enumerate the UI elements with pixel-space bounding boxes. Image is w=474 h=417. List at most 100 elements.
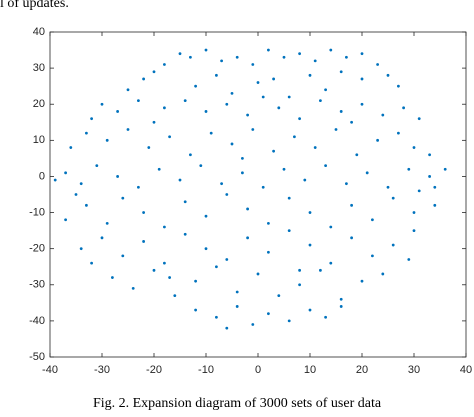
- point: [74, 193, 78, 196]
- point: [53, 178, 57, 182]
- point: [267, 312, 270, 316]
- point: [376, 63, 379, 66]
- point: [282, 55, 286, 59]
- point: [298, 52, 301, 56]
- x-tick-label: -30: [94, 364, 110, 376]
- point: [386, 185, 390, 189]
- point: [225, 193, 229, 196]
- y-tick-label: 20: [33, 98, 45, 110]
- point: [183, 200, 187, 204]
- point: [142, 240, 146, 243]
- point: [235, 55, 239, 59]
- point: [428, 153, 431, 157]
- y-tick-label: -40: [29, 315, 45, 327]
- point: [402, 106, 405, 110]
- point: [204, 247, 208, 251]
- point: [69, 146, 73, 149]
- y-tick-label: 40: [33, 26, 45, 38]
- point: [339, 305, 343, 308]
- point: [433, 185, 437, 189]
- plot-box: [49, 31, 467, 358]
- point: [64, 218, 67, 222]
- y-tick-label: -10: [29, 206, 45, 218]
- point: [246, 236, 250, 240]
- point: [355, 153, 359, 157]
- point: [345, 182, 348, 186]
- y-tick-label: -20: [29, 243, 45, 255]
- point: [105, 138, 109, 142]
- point: [313, 146, 317, 149]
- point: [261, 185, 265, 189]
- point: [324, 164, 327, 168]
- point: [376, 138, 379, 142]
- point: [381, 113, 385, 117]
- point: [142, 211, 146, 214]
- point: [95, 164, 99, 168]
- point: [194, 279, 198, 283]
- x-tick-label: -40: [42, 364, 58, 376]
- caption: Fig. 2. Expansion diagram of 3000 sets o…: [93, 396, 382, 411]
- point: [90, 117, 93, 121]
- point: [360, 52, 364, 56]
- y-tick-label: 0: [39, 170, 45, 182]
- y-tick-label: 10: [33, 134, 45, 146]
- point: [199, 164, 203, 168]
- point: [324, 315, 327, 319]
- x-tick-label: 0: [255, 364, 261, 376]
- point: [157, 167, 161, 171]
- point: [215, 315, 218, 319]
- point: [163, 106, 166, 110]
- point: [287, 229, 291, 233]
- point: [121, 196, 125, 200]
- point: [116, 110, 119, 113]
- x-tick-label: -20: [146, 364, 162, 376]
- point: [126, 128, 130, 131]
- point: [168, 135, 172, 139]
- point: [298, 117, 301, 121]
- point: [329, 261, 333, 265]
- point: [282, 167, 286, 171]
- point: [215, 73, 218, 77]
- point: [267, 48, 270, 52]
- point: [308, 211, 312, 214]
- point: [350, 203, 353, 207]
- point: [339, 110, 343, 113]
- point: [251, 128, 255, 131]
- point: [246, 113, 250, 117]
- point: [142, 77, 146, 81]
- point: [85, 131, 88, 135]
- point: [100, 102, 104, 106]
- point: [443, 167, 447, 171]
- y-tick-label: 30: [33, 62, 45, 74]
- point: [272, 77, 275, 81]
- point: [298, 268, 301, 272]
- point: [100, 236, 104, 240]
- point: [428, 175, 431, 178]
- point: [371, 218, 374, 222]
- point: [319, 99, 322, 103]
- point: [329, 48, 333, 52]
- point: [417, 189, 421, 193]
- point: [412, 211, 416, 214]
- point: [183, 232, 187, 236]
- point: [230, 142, 234, 146]
- x-tick-label: 30: [408, 364, 420, 376]
- point: [137, 185, 140, 189]
- point: [313, 59, 317, 63]
- point: [407, 258, 411, 261]
- point: [163, 261, 166, 265]
- point: [287, 196, 291, 200]
- point: [147, 146, 151, 149]
- point: [183, 99, 187, 103]
- x-tick-label: 20: [356, 364, 368, 376]
- point: [194, 308, 198, 312]
- point: [287, 319, 291, 323]
- point: [308, 73, 312, 77]
- point: [126, 88, 130, 92]
- point: [215, 265, 218, 269]
- point: [251, 323, 255, 326]
- point: [137, 99, 140, 103]
- point: [152, 120, 156, 124]
- point: [225, 326, 229, 330]
